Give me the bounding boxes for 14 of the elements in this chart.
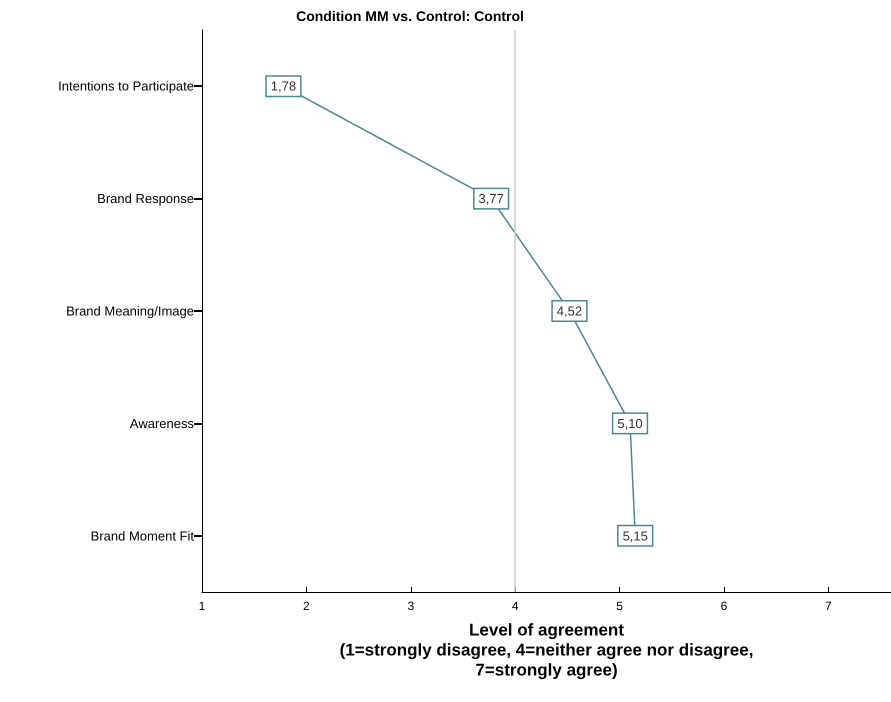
y-tick-label: Brand Meaning/Image xyxy=(66,304,194,318)
x-tick-label: 1 xyxy=(198,599,206,613)
x-tick-label: 5 xyxy=(616,599,624,613)
y-tick-label: Brand Moment Fit xyxy=(90,528,194,544)
y-tick-label: Intentions to Participate xyxy=(58,78,194,94)
y-tick-label: Brand Response xyxy=(97,191,194,206)
x-tick-label: 6 xyxy=(720,599,728,613)
y-tick-label: Awareness xyxy=(130,416,194,431)
x-tick-label: 2 xyxy=(303,599,310,613)
x-tick-label: 4 xyxy=(512,599,519,613)
chart-title: Condition MM vs. Control: Control xyxy=(296,8,524,24)
x-tick-label: 3 xyxy=(407,599,414,613)
x-axis-title: Level of agreement (1=strongly disagree, 4=neither agree nor disagree, 7=strongly agree) xyxy=(340,620,754,680)
x-tick-label: 7 xyxy=(825,599,832,613)
